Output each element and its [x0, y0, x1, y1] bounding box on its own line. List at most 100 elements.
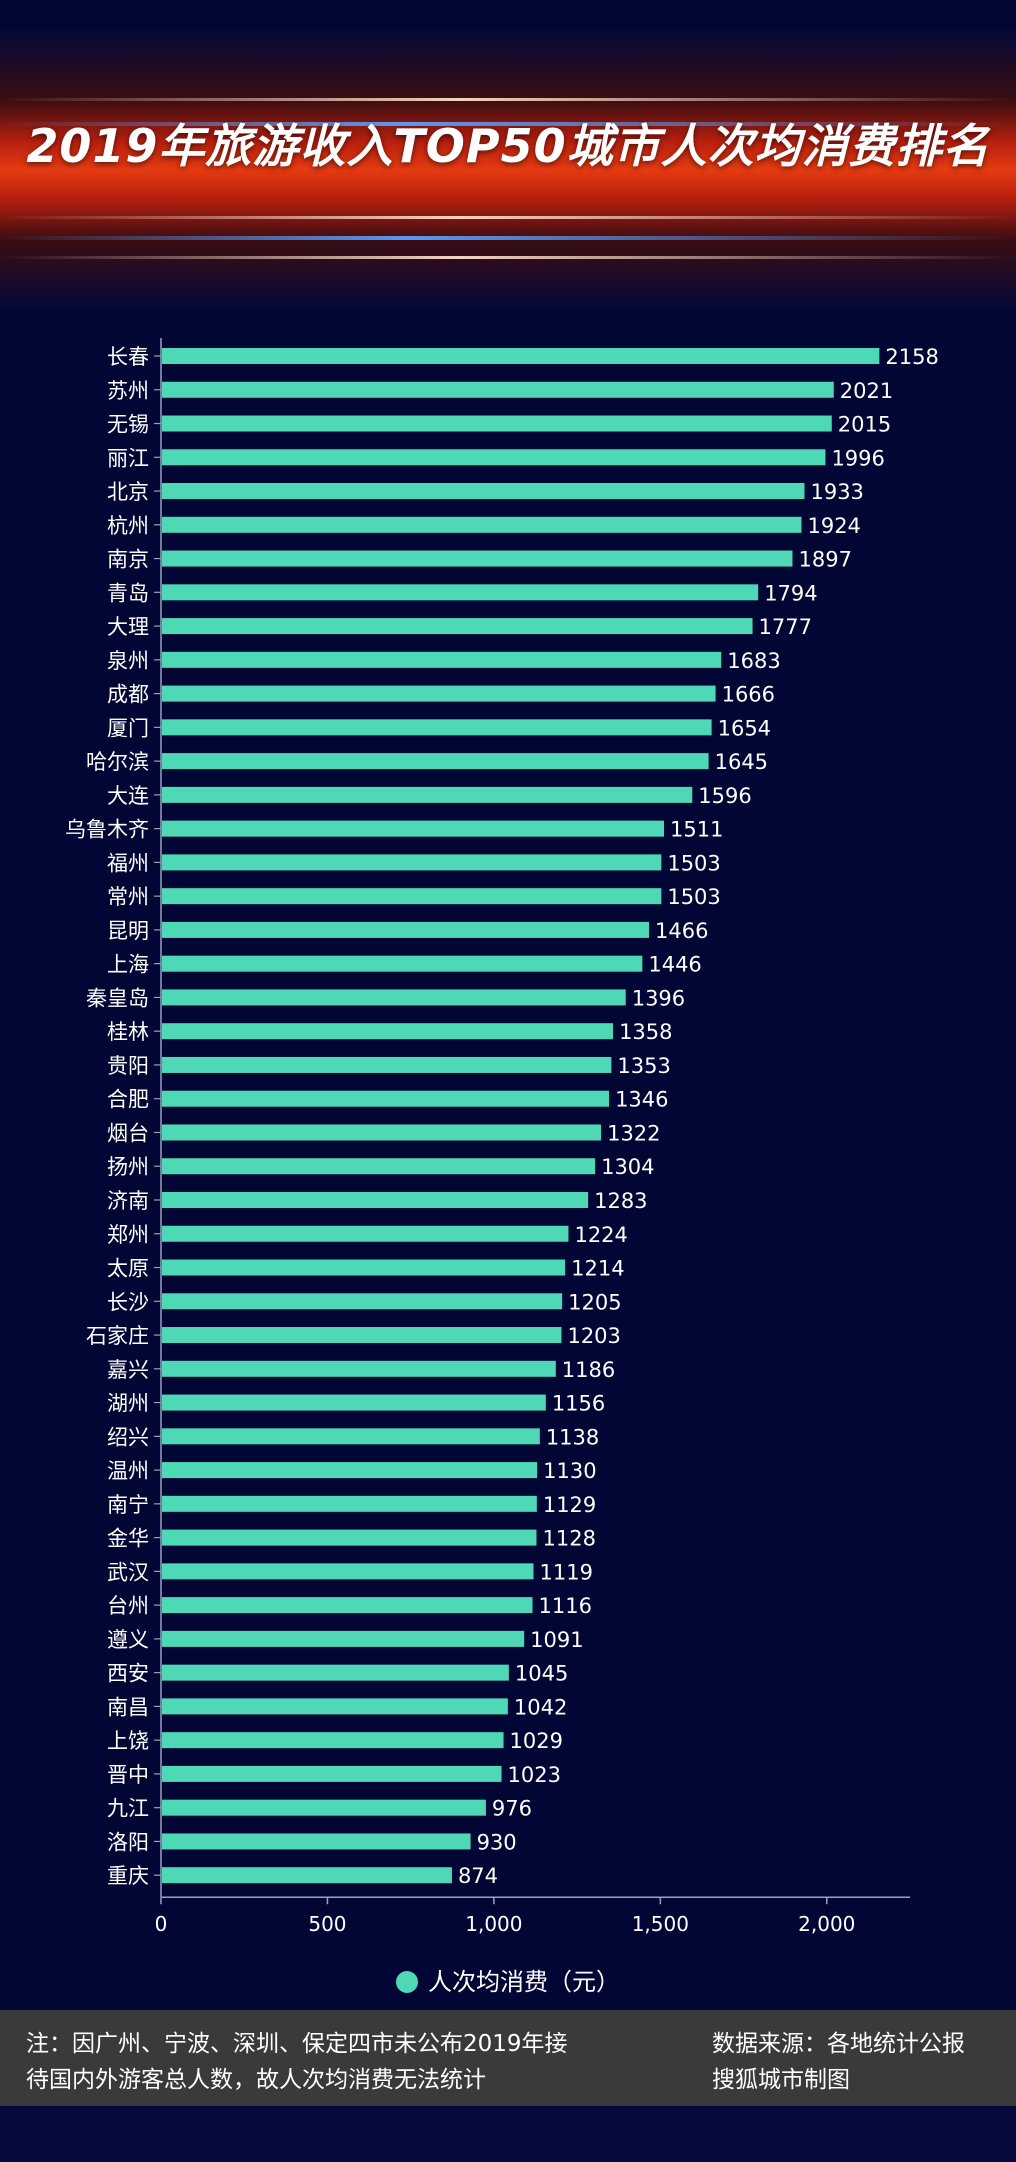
category-label: 厦门 [107, 716, 149, 740]
data-label: 1353 [617, 1054, 670, 1078]
bar [162, 1698, 508, 1715]
category-label: 遵义 [107, 1628, 149, 1652]
category-label: 上海 [107, 953, 149, 977]
bar [162, 348, 880, 364]
x-tick-label: 2,000 [798, 1912, 855, 1936]
category-label: 青岛 [107, 581, 149, 605]
bar [162, 989, 626, 1006]
bar [162, 1732, 504, 1749]
bar [162, 618, 753, 635]
bar [162, 1428, 540, 1445]
bar [162, 1597, 533, 1614]
data-label: 1156 [552, 1392, 605, 1416]
category-label: 九江 [107, 1797, 149, 1821]
bar [162, 786, 693, 803]
bar [162, 1360, 556, 1377]
bar [162, 516, 802, 533]
x-tick-label: 0 [155, 1912, 168, 1936]
data-label: 976 [492, 1797, 532, 1821]
data-label: 1924 [807, 514, 860, 538]
category-label: 秦皇岛 [86, 986, 149, 1010]
category-label: 南宁 [107, 1493, 149, 1517]
data-label: 1283 [594, 1189, 647, 1213]
data-source: 数据来源：各地统计公报 搜狐城市制图 [712, 2026, 965, 2098]
bar [162, 1293, 563, 1310]
bar [162, 753, 709, 770]
data-label: 1358 [619, 1020, 672, 1044]
data-label: 1346 [615, 1088, 668, 1112]
footnote-line: 待国内外游客总人数，故人次均消费无法统计 [26, 2067, 486, 2093]
bar [162, 1023, 614, 1040]
category-label: 泉州 [107, 649, 149, 673]
x-tick-label: 1,000 [465, 1912, 522, 1936]
category-label: 绍兴 [107, 1425, 149, 1449]
data-label: 2015 [838, 413, 891, 437]
bar [162, 685, 716, 702]
bar [162, 381, 834, 398]
data-label: 1205 [568, 1290, 621, 1314]
bar [162, 651, 722, 668]
data-label: 1023 [508, 1763, 561, 1787]
category-label: 杭州 [107, 514, 149, 538]
category-label: 南昌 [107, 1695, 149, 1719]
data-label: 2158 [885, 345, 938, 369]
data-label: 1933 [810, 480, 863, 504]
data-label: 1138 [546, 1425, 599, 1449]
category-label: 西安 [107, 1662, 149, 1686]
bar [162, 1259, 566, 1276]
bar [162, 1495, 537, 1512]
bar [162, 584, 759, 601]
category-label: 石家庄 [86, 1324, 149, 1348]
footer-bar: 注：因广州、宁波、深圳、保定四市未公布2019年接 待国内外游客总人数，故人次均… [0, 2010, 1016, 2106]
bar [162, 1090, 610, 1107]
data-label: 1645 [715, 750, 768, 774]
category-label: 太原 [107, 1257, 149, 1281]
category-label: 贵阳 [107, 1054, 149, 1078]
bar [162, 888, 662, 905]
category-label: 丽江 [107, 446, 149, 470]
light-streak [0, 216, 1016, 219]
category-label: 嘉兴 [107, 1358, 149, 1382]
category-label: 乌鲁木齐 [65, 818, 149, 842]
light-streak [0, 256, 1016, 259]
data-label: 1654 [718, 716, 771, 740]
data-label: 1045 [515, 1662, 568, 1686]
category-label: 苏州 [107, 379, 149, 403]
category-label: 昆明 [107, 919, 149, 943]
category-label: 济南 [107, 1189, 149, 1213]
category-label: 武汉 [107, 1560, 149, 1584]
bar [162, 1765, 502, 1782]
bar [162, 1225, 569, 1242]
category-label: 郑州 [107, 1223, 149, 1247]
bottom-band [0, 2106, 1016, 2162]
data-label: 1794 [764, 581, 817, 605]
bar [162, 1327, 562, 1344]
bar-chart: 0 500 1,000 1,500 2,000 长春 2158 苏州 2021 无锡 2015 丽江 1… [65, 338, 939, 1936]
category-label: 北京 [107, 480, 149, 504]
bar [162, 1664, 509, 1681]
category-label: 哈尔滨 [86, 750, 149, 774]
bar [162, 1158, 596, 1175]
data-label: 1466 [655, 919, 708, 943]
x-tick-label: 1,500 [632, 1912, 689, 1936]
bar [162, 955, 643, 972]
bar [162, 1867, 452, 1884]
data-label: 1128 [542, 1527, 595, 1551]
source-line: 搜狐城市制图 [712, 2067, 850, 2093]
category-label: 无锡 [107, 413, 149, 437]
data-label: 1029 [510, 1729, 563, 1753]
x-tick-label: 500 [308, 1912, 346, 1936]
category-label: 长沙 [107, 1290, 149, 1314]
data-label: 1130 [543, 1459, 596, 1483]
bar [162, 1529, 537, 1546]
category-label: 桂林 [107, 1020, 149, 1044]
bar [162, 1833, 471, 1850]
category-label: 福州 [107, 851, 149, 875]
data-label: 1304 [601, 1155, 654, 1179]
bar [162, 1124, 602, 1141]
category-label: 扬州 [107, 1155, 149, 1179]
bar [162, 449, 826, 466]
bar [162, 550, 793, 567]
data-label: 1116 [539, 1594, 592, 1618]
footnote: 注：因广州、宁波、深圳、保定四市未公布2019年接 待国内外游客总人数，故人次均… [26, 2026, 568, 2098]
